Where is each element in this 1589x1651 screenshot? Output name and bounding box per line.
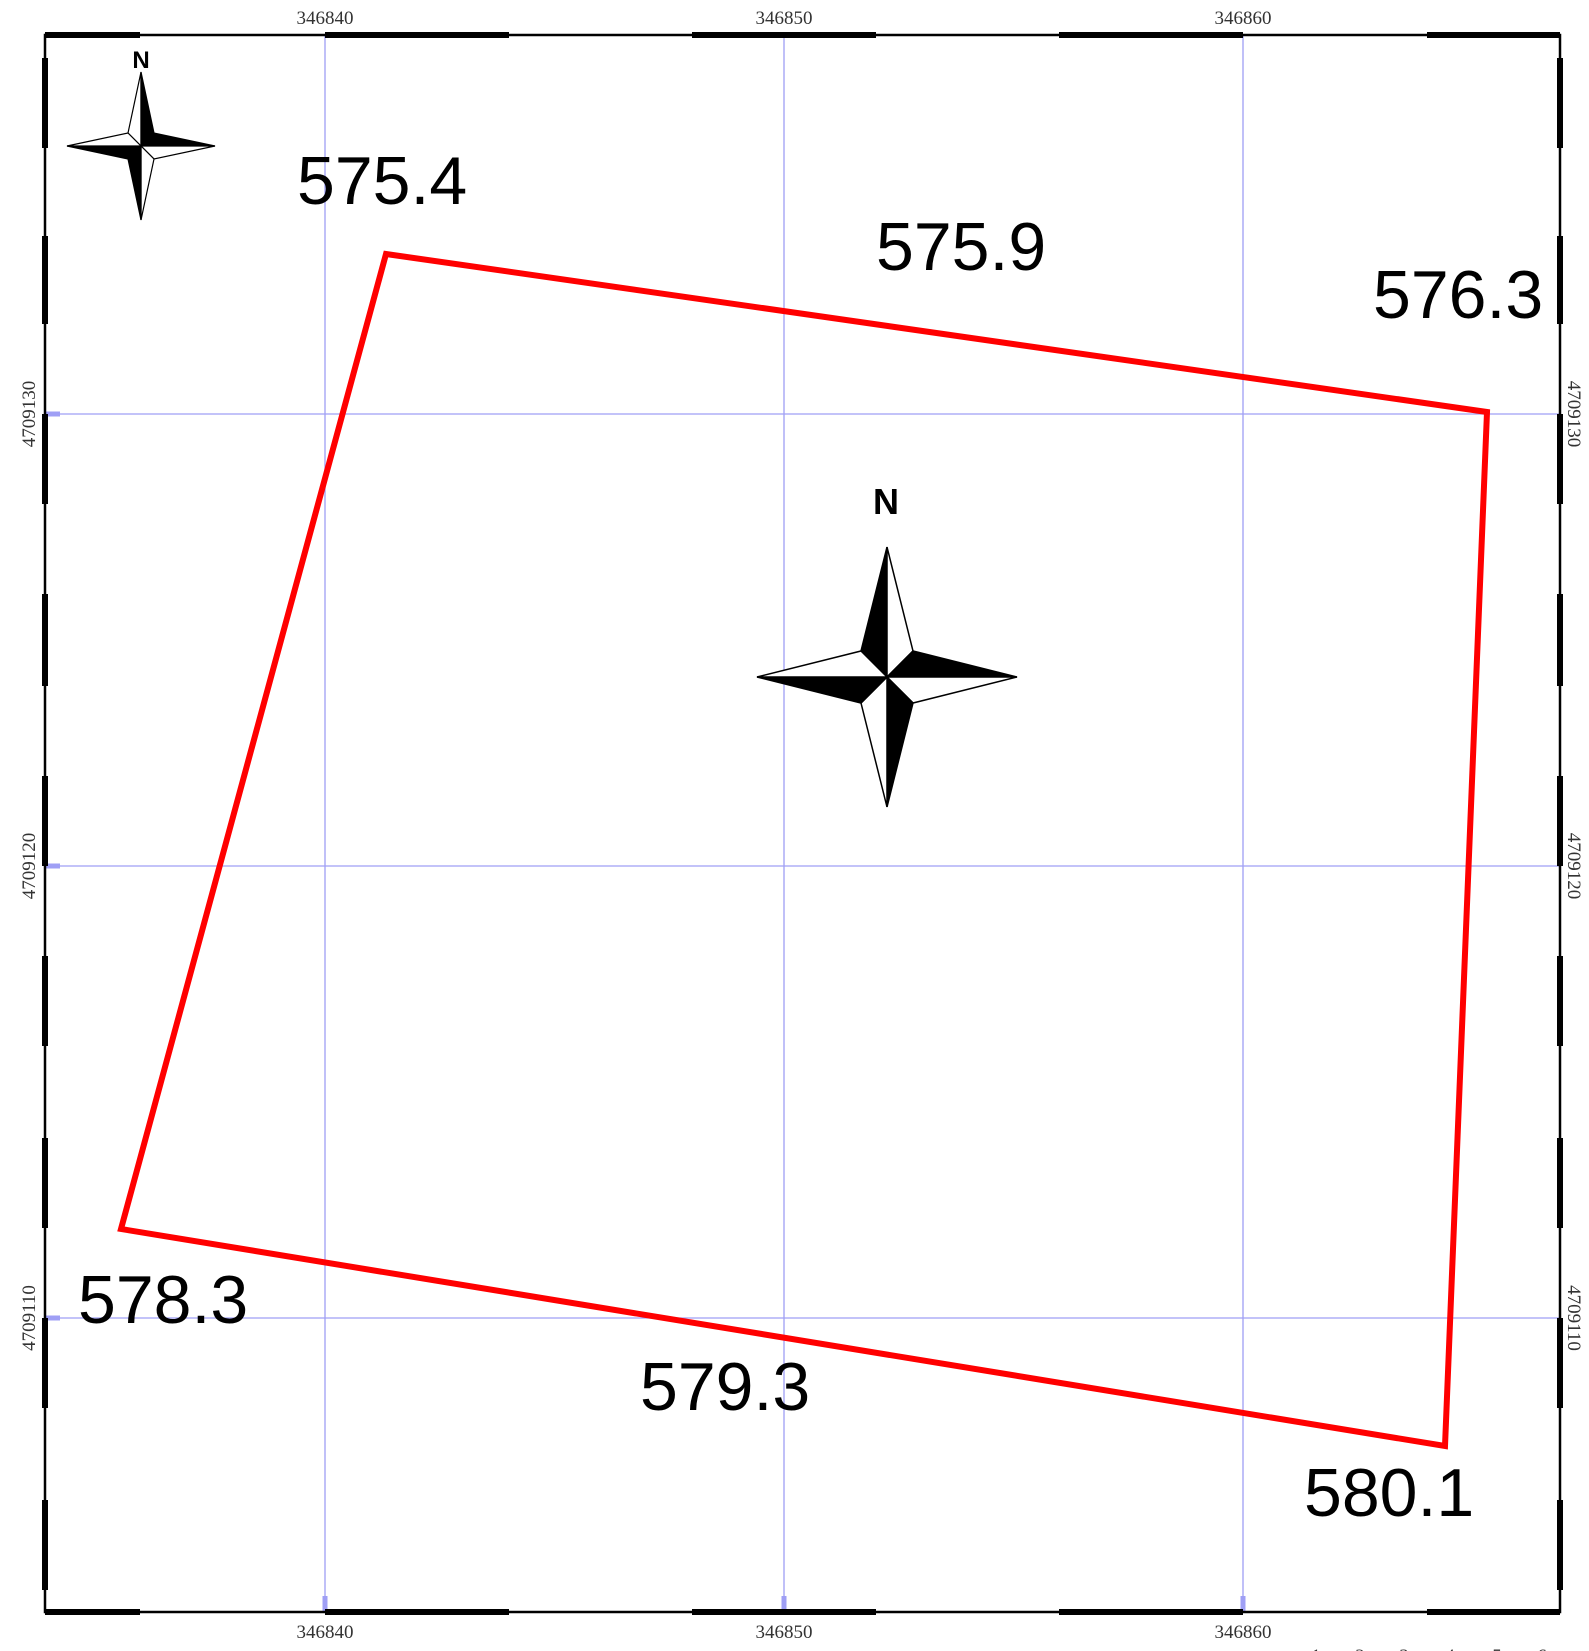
northing-label-left: 4709120 <box>19 833 40 900</box>
scale-bar-digit: 1 <box>1311 1646 1321 1651</box>
northing-label-right: 4709110 <box>1563 1285 1584 1351</box>
elevation-label-n: 575.9 <box>876 209 1046 285</box>
elevation-label-ne: 576.3 <box>1373 257 1543 333</box>
northing-labels-right: 4709130 4709120 4709110 <box>1563 381 1584 1351</box>
easting-label-top: 346840 <box>297 8 354 29</box>
elevation-label-nw: 575.4 <box>297 143 467 219</box>
scale-bar-digit: 2 <box>1355 1646 1365 1651</box>
elevation-label-se: 580.1 <box>1304 1455 1474 1531</box>
north-arrow-small-icon: N <box>66 47 216 221</box>
scale-bar-digit: 3 <box>1399 1646 1409 1651</box>
elevation-label-s: 579.3 <box>640 1349 810 1425</box>
easting-label-bottom: 346850 <box>756 1622 813 1643</box>
scale-bar-digits: 1 2 3 4 5 6 <box>1311 1646 1547 1651</box>
northing-labels-left: 4709130 4709120 4709110 <box>19 381 40 1351</box>
grid-lines <box>45 35 1560 1612</box>
frame-dashes <box>42 32 1563 1615</box>
scale-bar-digit: 4 <box>1445 1646 1455 1651</box>
easting-label-bottom: 346840 <box>297 1622 354 1643</box>
easting-label-bottom: 346860 <box>1215 1622 1272 1643</box>
elevation-labels: 575.4 575.9 576.3 578.3 579.3 580.1 <box>78 143 1543 1531</box>
northing-label-left: 4709110 <box>19 1285 40 1351</box>
northing-label-right: 4709130 <box>1563 381 1584 448</box>
parcel-outline <box>117 250 1491 1450</box>
scale-bar-digit: 6 <box>1537 1646 1547 1651</box>
northing-label-right: 4709120 <box>1563 833 1584 900</box>
north-arrow-letter: N <box>132 47 149 74</box>
north-arrow-large-icon: N <box>756 481 1018 808</box>
easting-labels-bottom: 346840 346850 346860 <box>297 1622 1272 1643</box>
elevation-label-sw: 578.3 <box>78 1262 248 1338</box>
easting-labels-top: 346840 346850 346860 <box>297 8 1272 29</box>
easting-label-top: 346860 <box>1215 8 1272 29</box>
grid-ticks <box>45 411 1246 1612</box>
map-frame <box>42 32 1563 1615</box>
easting-label-top: 346850 <box>756 8 813 29</box>
scale-bar-digit: 5 <box>1492 1646 1502 1651</box>
north-arrow-letter: N <box>873 481 899 522</box>
northing-label-left: 4709130 <box>19 381 40 448</box>
